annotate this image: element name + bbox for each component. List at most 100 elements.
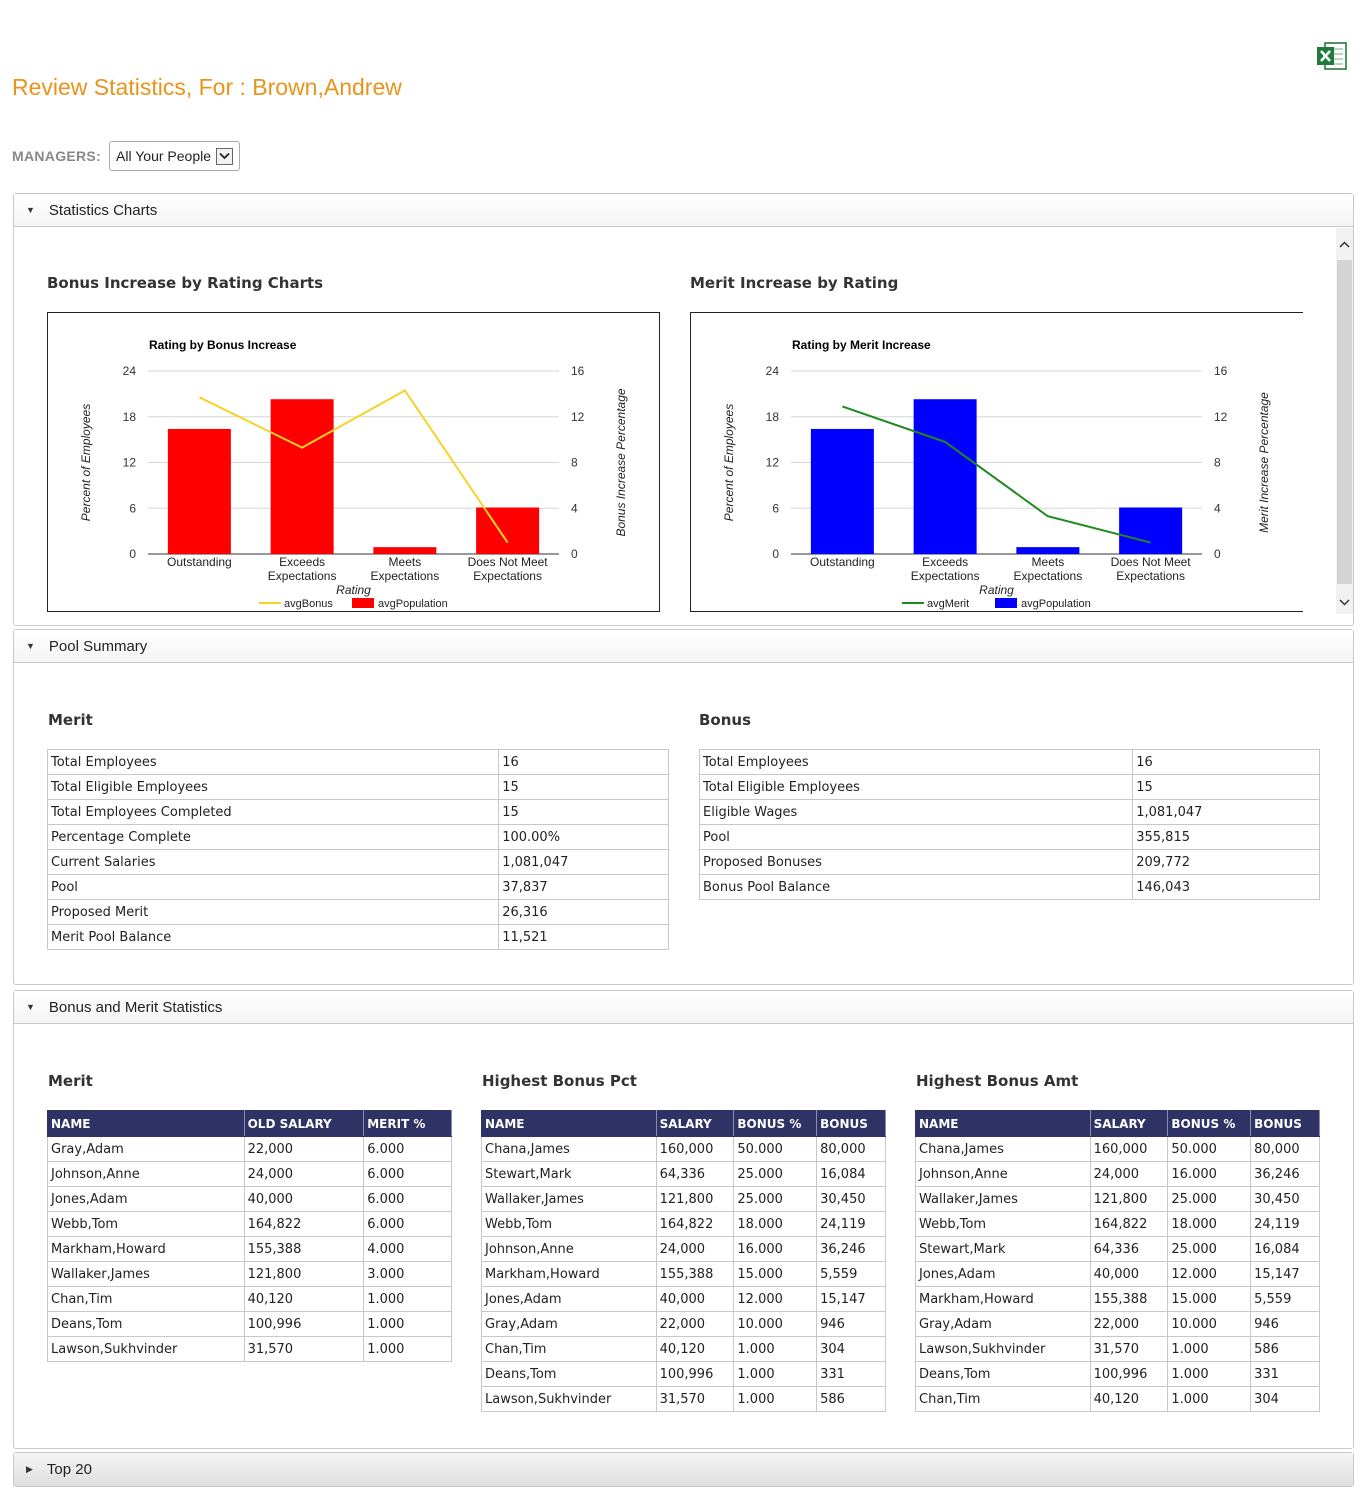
table-cell: 25.000 — [1167, 1236, 1252, 1262]
y-tick-label: 12 — [766, 456, 780, 470]
table-cell: 100,996 — [243, 1311, 365, 1337]
table-cell: Lawson,Sukhvinder — [915, 1336, 1091, 1362]
column-header: NAME — [915, 1110, 1091, 1137]
column-header: MERIT % — [363, 1110, 452, 1137]
x-tick-label-line: Expectations — [371, 569, 440, 583]
y2-tick-label: 0 — [571, 547, 578, 561]
table-cell: Chan,Tim — [481, 1336, 657, 1362]
bonus-amt-stats-table: NAME SALARY BONUS % BONUS Chana,James 160,000… — [915, 1110, 1320, 1412]
table-cell: Webb,Tom — [47, 1211, 245, 1237]
table-row: Chana,James 160,000 50.000 80,000 — [481, 1136, 886, 1162]
pool-summary-header[interactable]: ▼ Pool Summary — [14, 630, 1353, 663]
table-cell: 16.000 — [733, 1236, 818, 1262]
table-cell: 1.000 — [363, 1336, 452, 1362]
row-value: 100.00% — [498, 824, 669, 850]
chevron-down-icon[interactable] — [216, 147, 233, 165]
table-row: Johnson,Anne 24,000 6.000 — [47, 1161, 452, 1187]
table-cell: Johnson,Anne — [47, 1161, 245, 1187]
row-label: Total Employees — [698, 749, 1134, 775]
y2-tick-label: 8 — [571, 456, 578, 470]
table-cell: Wallaker,James — [47, 1261, 245, 1287]
y-tick-label: 0 — [772, 547, 779, 561]
table-cell: 15.000 — [733, 1261, 818, 1287]
column-header: BONUS % — [1167, 1110, 1252, 1137]
table-cell: 12.000 — [1167, 1261, 1252, 1287]
table-row: Gray,Adam 22,000 10.000 946 — [915, 1311, 1320, 1337]
table-row: Deans,Tom 100,996 1.000 331 — [915, 1361, 1320, 1387]
table-cell: Lawson,Sukhvinder — [47, 1336, 245, 1362]
table-cell: 25.000 — [1167, 1186, 1252, 1212]
y2-tick-label: 12 — [1214, 410, 1228, 424]
table-cell: Gray,Adam — [481, 1311, 657, 1337]
y2-tick-label: 8 — [1214, 456, 1221, 470]
table-cell: 40,000 — [655, 1286, 735, 1312]
x-tick-label-line: Meets — [389, 555, 422, 569]
table-cell: 164,822 — [1089, 1211, 1169, 1237]
table-cell: Johnson,Anne — [481, 1236, 657, 1262]
table-cell: 12.000 — [733, 1286, 818, 1312]
scroll-thumb[interactable] — [1337, 260, 1352, 584]
table-cell: 164,822 — [243, 1211, 365, 1237]
table-cell: 160,000 — [655, 1136, 735, 1162]
y2-tick-label: 4 — [571, 501, 578, 515]
table-cell: 25.000 — [733, 1186, 818, 1212]
merit-stats-table: NAME OLD SALARY MERIT % Gray,Adam 22,000 6.00… — [47, 1110, 452, 1362]
table-cell: 22,000 — [655, 1311, 735, 1337]
managers-select[interactable]: All Your People — [109, 141, 240, 171]
table-row: Chana,James 160,000 50.000 80,000 — [915, 1136, 1320, 1162]
x-tick-label: Does Not Meet Expectations — [1111, 555, 1192, 583]
scroll-down-icon[interactable] — [1336, 592, 1353, 612]
table-cell: 50.000 — [733, 1136, 818, 1162]
column-header: BONUS — [816, 1110, 886, 1137]
row-value: 16 — [498, 749, 669, 775]
pool-merit-table: Total Employees 16 Total Eligible Employee… — [46, 749, 669, 950]
table-cell: 16,084 — [816, 1161, 886, 1187]
x-tick-label-line: Outstanding — [167, 555, 232, 569]
table-cell: 80,000 — [1250, 1136, 1320, 1162]
y2-tick-label: 0 — [1214, 547, 1221, 561]
bonus-merit-stats-header[interactable]: ▼ Bonus and Merit Statistics — [14, 991, 1353, 1024]
table-cell: Stewart,Mark — [481, 1161, 657, 1187]
bonus-chart: Rating by Bonus Increase 0 6 12 18 24 0 4 8 12 16 P… — [47, 312, 660, 612]
y2-tick-label: 16 — [571, 364, 585, 378]
bonus-chart-heading: Bonus Increase by Rating Charts — [47, 274, 324, 292]
x-tick-label: Meets Expectations — [371, 555, 440, 583]
stats-bonus-amt-heading: Highest Bonus Amt — [916, 1072, 1079, 1090]
panel-title: Statistics Charts — [48, 201, 158, 219]
table-row: Pool 37,837 — [46, 874, 669, 900]
table-cell: Chana,James — [481, 1136, 657, 1162]
stats-merit-heading: Merit — [48, 1072, 93, 1090]
table-cell: 18.000 — [1167, 1211, 1252, 1237]
top20-header[interactable]: ▶ Top 20 — [14, 1453, 1353, 1486]
bonus-chart-svg: Rating by Bonus Increase 0 6 12 18 24 0 4 8 12 16 P… — [79, 338, 628, 610]
table-cell: 155,388 — [1089, 1286, 1169, 1312]
y-tick-label: 24 — [766, 364, 780, 378]
column-header: OLD SALARY — [243, 1110, 365, 1137]
row-label: Total Eligible Employees — [698, 774, 1134, 800]
table-cell: Deans,Tom — [47, 1311, 245, 1337]
statistics-charts-header[interactable]: ▼ Statistics Charts — [14, 194, 1353, 227]
table-row: Gray,Adam 22,000 6.000 — [47, 1136, 452, 1162]
table-cell: 10.000 — [1167, 1311, 1252, 1337]
panel-title: Top 20 — [46, 1461, 92, 1478]
charts-scrollbar[interactable] — [1336, 228, 1353, 614]
table-row: Wallaker,James 121,800 25.000 30,450 — [915, 1186, 1320, 1212]
x-tick-label-line: Outstanding — [810, 555, 875, 569]
table-cell: Chana,James — [915, 1136, 1091, 1162]
pool-bonus-table: Total Employees 16 Total Eligible Employee… — [698, 749, 1320, 900]
legend-label: avgPopulation — [1021, 598, 1091, 610]
table-row: Chan,Tim 40,120 1.000 304 — [481, 1336, 886, 1362]
table-cell: 6.000 — [363, 1211, 452, 1237]
table-cell: 6.000 — [363, 1161, 452, 1187]
row-value: 26,316 — [498, 899, 669, 925]
table-cell: 36,246 — [1250, 1161, 1320, 1187]
table-cell: Gray,Adam — [915, 1311, 1091, 1337]
scroll-up-icon[interactable] — [1336, 234, 1353, 254]
legend-label: avgBonus — [284, 598, 333, 610]
pool-merit-heading: Merit — [48, 711, 93, 729]
table-cell: Lawson,Sukhvinder — [481, 1386, 657, 1412]
excel-icon[interactable] — [1316, 40, 1348, 72]
x-tick-label-line: Meets — [1032, 555, 1065, 569]
y2-tick-label: 4 — [1214, 501, 1221, 515]
table-cell: 24,119 — [1250, 1211, 1320, 1237]
